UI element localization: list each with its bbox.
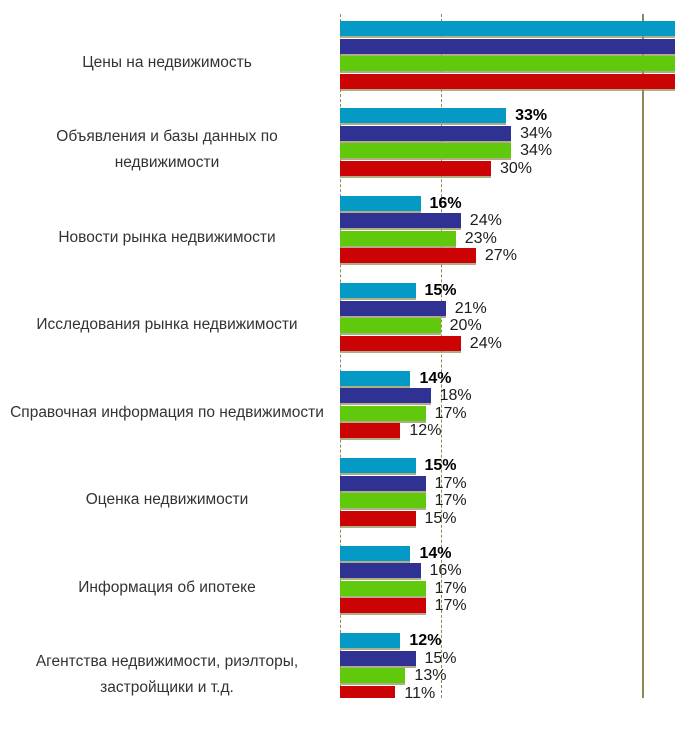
bar-series-red <box>340 685 396 698</box>
bar-series-red <box>340 335 461 351</box>
bar-series-navy <box>340 38 675 54</box>
bar-series-red <box>340 598 426 614</box>
category-label: Агентства недвижимости, риэлторы, застро… <box>35 653 299 696</box>
bar-series-red <box>340 423 401 439</box>
bar-series-green <box>340 230 456 246</box>
bar-series-navy <box>340 650 416 666</box>
bar-series-cyan <box>340 283 416 299</box>
bar-series-red <box>340 160 491 176</box>
bar-series-green <box>340 318 441 334</box>
bar-series-cyan <box>340 545 411 561</box>
bar-series-navy <box>340 213 461 229</box>
value-label-series-navy: 24% <box>469 212 502 230</box>
value-label-series-red: 17% <box>434 597 467 615</box>
gridline <box>340 14 341 698</box>
bar-series-cyan <box>340 21 675 36</box>
category-label: Цены на недвижимость <box>82 54 252 71</box>
value-label-series-navy: 17% <box>434 474 467 492</box>
bar-series-cyan <box>340 108 507 124</box>
bar-series-red <box>340 73 675 89</box>
category-label: Информация об ипотеке <box>78 578 256 596</box>
value-label-series-red: 30% <box>500 159 533 177</box>
value-label-series-cyan: 15% <box>424 282 457 300</box>
category-label: Справочная информация по недвижимости <box>10 403 324 421</box>
value-label-series-cyan: 14% <box>419 544 452 562</box>
value-label-series-cyan: 15% <box>424 457 457 475</box>
bar-series-red <box>340 248 476 264</box>
category-label: Исследования рынка недвижимости <box>36 316 298 334</box>
value-label-series-cyan: 16% <box>429 194 462 212</box>
value-label-series-navy: 34% <box>520 124 553 142</box>
value-label-series-green: 34% <box>520 142 553 160</box>
value-label-series-cyan: 33% <box>515 107 548 125</box>
value-label-series-green: 13% <box>414 667 447 684</box>
bar-series-navy <box>340 475 426 491</box>
value-label-series-red: 12% <box>409 422 442 440</box>
value-label-series-green: 17% <box>434 579 467 597</box>
category-label: Новости рынка недвижимости <box>58 228 276 246</box>
value-label-series-cyan: 12% <box>409 632 442 649</box>
bar-series-green <box>340 405 426 421</box>
bar-series-red <box>340 510 416 526</box>
bar-series-cyan <box>340 633 401 648</box>
plot-area: Цены на недвижимость Объявления и базы да… <box>10 14 675 699</box>
value-label-series-green: 23% <box>464 229 497 247</box>
bar-series-navy <box>340 300 446 316</box>
bar-series-navy <box>340 563 421 579</box>
bar-series-cyan <box>340 458 416 474</box>
value-label-series-navy: 18% <box>439 387 472 405</box>
gridline <box>440 14 442 698</box>
value-label-series-cyan: 14% <box>419 369 452 387</box>
value-label-series-red: 24% <box>469 334 502 352</box>
value-label-series-red: 15% <box>424 509 457 527</box>
value-label-series-navy: 16% <box>429 562 462 580</box>
bar-series-navy <box>340 125 512 141</box>
value-label-series-navy: 15% <box>424 649 457 667</box>
value-label-series-green: 17% <box>434 492 467 510</box>
bar-series-green <box>340 56 675 71</box>
value-label-series-green: 20% <box>449 317 482 335</box>
category-label: Оценка недвижимости <box>85 491 249 509</box>
bar-series-cyan <box>340 195 421 211</box>
bar-series-green <box>340 668 406 683</box>
value-label-series-navy: 21% <box>454 299 487 317</box>
bar-series-green <box>340 143 512 159</box>
category-label: Объявления и базы данных по недвижимости <box>56 128 278 172</box>
bar-series-green <box>340 580 426 596</box>
bar-series-navy <box>340 388 431 404</box>
value-label-series-green: 17% <box>434 404 467 422</box>
bar-series-cyan <box>340 370 411 386</box>
value-axis-line <box>642 14 644 698</box>
value-label-series-red: 27% <box>484 247 517 265</box>
value-label-series-red: 11% <box>404 684 436 699</box>
bar-series-green <box>340 493 426 509</box>
